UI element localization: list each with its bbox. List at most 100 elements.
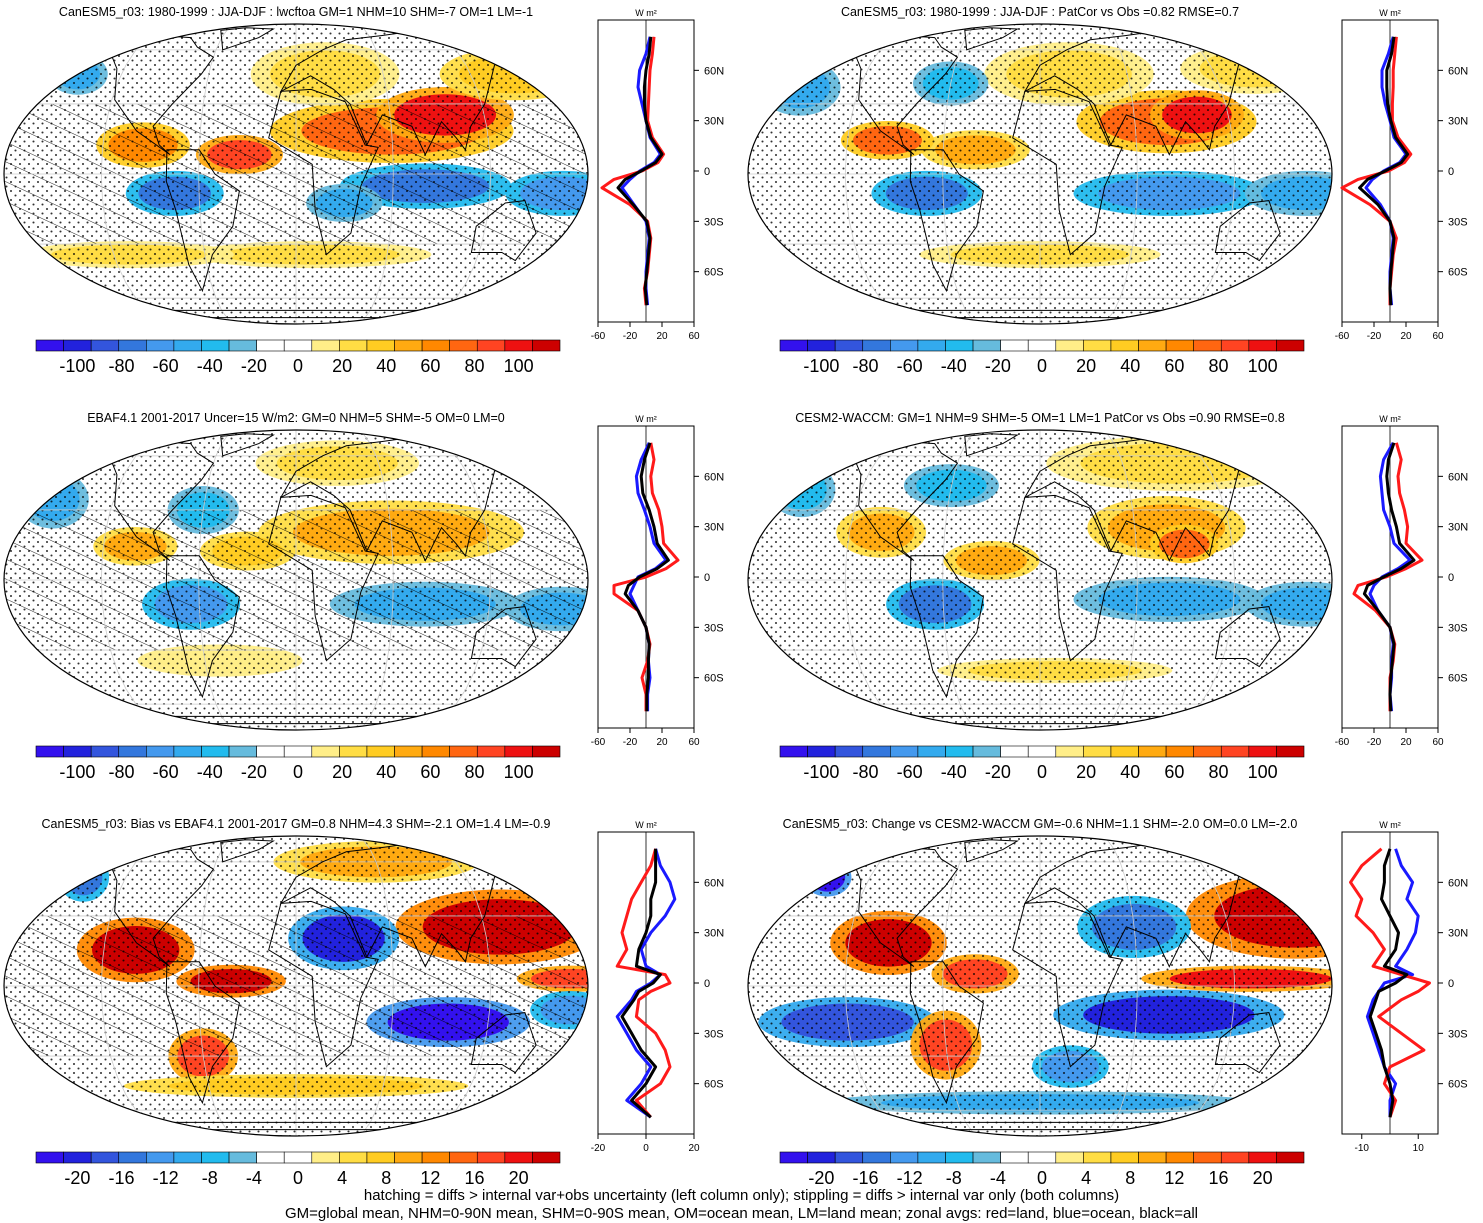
panel-title: CanESM5_r03: 1980-1999 : JJA-DJF : PatCo…	[841, 5, 1239, 19]
colorbar-bin	[1165, 339, 1194, 352]
colorbar-bin	[146, 745, 175, 758]
zonal-lat-label: 30N	[704, 116, 724, 128]
colorbar-bin	[1220, 1151, 1250, 1164]
graticule-lon	[418, 836, 492, 1136]
panel-title: CanESM5_r03: 1980-1999 : JJA-DJF : lwcft…	[59, 5, 533, 19]
colorbar-tick-label: 20	[1076, 762, 1096, 782]
zonal-units: W m²	[1379, 820, 1401, 830]
colorbar-bin	[1138, 339, 1167, 352]
graticule-lon	[198, 836, 235, 1136]
colorbar-tick-label: 0	[1037, 1168, 1047, 1188]
zonal-units: W m²	[635, 8, 657, 18]
colorbar-tick-label: 4	[337, 1168, 347, 1188]
graticule-lon	[198, 430, 235, 730]
colorbar-bin	[834, 745, 864, 758]
zonal-lat-label: 60S	[1448, 267, 1468, 279]
colorbar-tick-label: -100	[803, 762, 839, 782]
coastline	[821, 847, 959, 968]
zonal-x-label: -20	[1367, 331, 1382, 342]
colorbar-bin	[1110, 339, 1139, 352]
colorbar-bin	[1193, 339, 1222, 352]
colorbar-bin	[945, 339, 974, 352]
colorbar-tick-label: 0	[293, 1168, 303, 1188]
colorbar-bin	[228, 1151, 257, 1164]
colorbar-tick-label: -16	[108, 1168, 134, 1188]
colorbar-bin	[283, 339, 313, 352]
colorbar-tick-label: 12	[420, 1168, 440, 1188]
coastline	[909, 961, 984, 1105]
zonal-all-line	[623, 442, 670, 712]
map-frame	[747, 23, 1333, 325]
zonal-x-label: 20	[1400, 331, 1412, 342]
zonal-lat-label: 30N	[704, 522, 724, 534]
zonal-land-line	[600, 36, 666, 306]
coastline	[1214, 1012, 1281, 1074]
colorbar-bin	[1248, 1151, 1277, 1164]
colorbar-tick-label: 40	[376, 356, 396, 376]
colorbar-bin	[394, 1151, 423, 1164]
colorbar-bin	[1110, 745, 1139, 758]
zonal-lat-label: 0	[1448, 978, 1454, 990]
colorbar-bin	[201, 1151, 230, 1164]
colorbar-bin	[890, 1151, 919, 1164]
colorbar-bin	[834, 1151, 864, 1164]
coastline	[279, 842, 530, 968]
colorbar-bin	[256, 1151, 285, 1164]
colorbar-bin	[366, 339, 395, 352]
zonal-all-line	[620, 848, 662, 1119]
graticule-lon	[1162, 24, 1236, 324]
coastline	[165, 555, 240, 699]
colorbar-bin	[834, 339, 864, 352]
colorbar-tick-label: 20	[332, 356, 352, 376]
colorbar-bin	[366, 1151, 395, 1164]
coastline	[268, 88, 379, 256]
zonal-lat-label: 30N	[1448, 116, 1468, 128]
zonal-lat-label: 0	[1448, 166, 1454, 178]
coastline	[220, 433, 275, 457]
map	[748, 836, 1332, 1136]
coastline	[268, 494, 379, 662]
zonal-lat-label: 30S	[704, 622, 724, 634]
map	[748, 430, 1332, 730]
colorbar-bin	[532, 745, 561, 758]
graticule-lon	[1101, 430, 1138, 730]
zonal-x-label: 60	[1432, 331, 1444, 342]
zonal-all-line	[1368, 848, 1409, 1118]
zonal-x-label: -20	[591, 1143, 606, 1154]
colorbar-bin	[1055, 339, 1084, 352]
colorbar-tick-label: 20	[332, 762, 352, 782]
colorbar-tick-label: 100	[504, 356, 534, 376]
coastline	[1012, 88, 1123, 256]
graticule-lon	[100, 430, 174, 730]
zonal-lat-label: 0	[1448, 572, 1454, 584]
colorbar-bin	[1248, 745, 1277, 758]
colorbar-bin	[1165, 1151, 1194, 1164]
colorbar-tick-label: -60	[153, 762, 179, 782]
colorbar-tick-label: 80	[464, 356, 484, 376]
colorbar-tick-label: -20	[985, 356, 1011, 376]
coastline	[1012, 900, 1123, 1068]
colorbar-bin	[917, 339, 946, 352]
colorbar-bin	[862, 339, 891, 352]
colorbar-bin	[311, 1151, 340, 1164]
zonal-lat-label: 60S	[704, 673, 724, 685]
coastline	[1214, 200, 1281, 262]
colorbar-bin	[366, 745, 395, 758]
colorbar-bin	[779, 1151, 808, 1164]
colorbar-bin	[90, 1151, 120, 1164]
colorbar-bin	[256, 339, 285, 352]
zonal-all-line	[1362, 442, 1416, 712]
colorbar-bin	[1276, 339, 1305, 352]
coastline	[1012, 494, 1123, 662]
colorbar-tick-label: -8	[202, 1168, 218, 1188]
zonal-x-label: -20	[623, 737, 638, 748]
colorbar-tick-label: 20	[509, 1168, 529, 1188]
colorbar-tick-label: 16	[1208, 1168, 1228, 1188]
colorbar-tick-label: -100	[803, 356, 839, 376]
zonal-x-label: -60	[591, 331, 606, 342]
colorbar-tick-label: -12	[153, 1168, 179, 1188]
zonal-land-line	[1349, 847, 1431, 1118]
coastline	[220, 839, 275, 863]
colorbar-bin	[504, 1151, 533, 1164]
colorbar-bin	[1000, 1151, 1029, 1164]
